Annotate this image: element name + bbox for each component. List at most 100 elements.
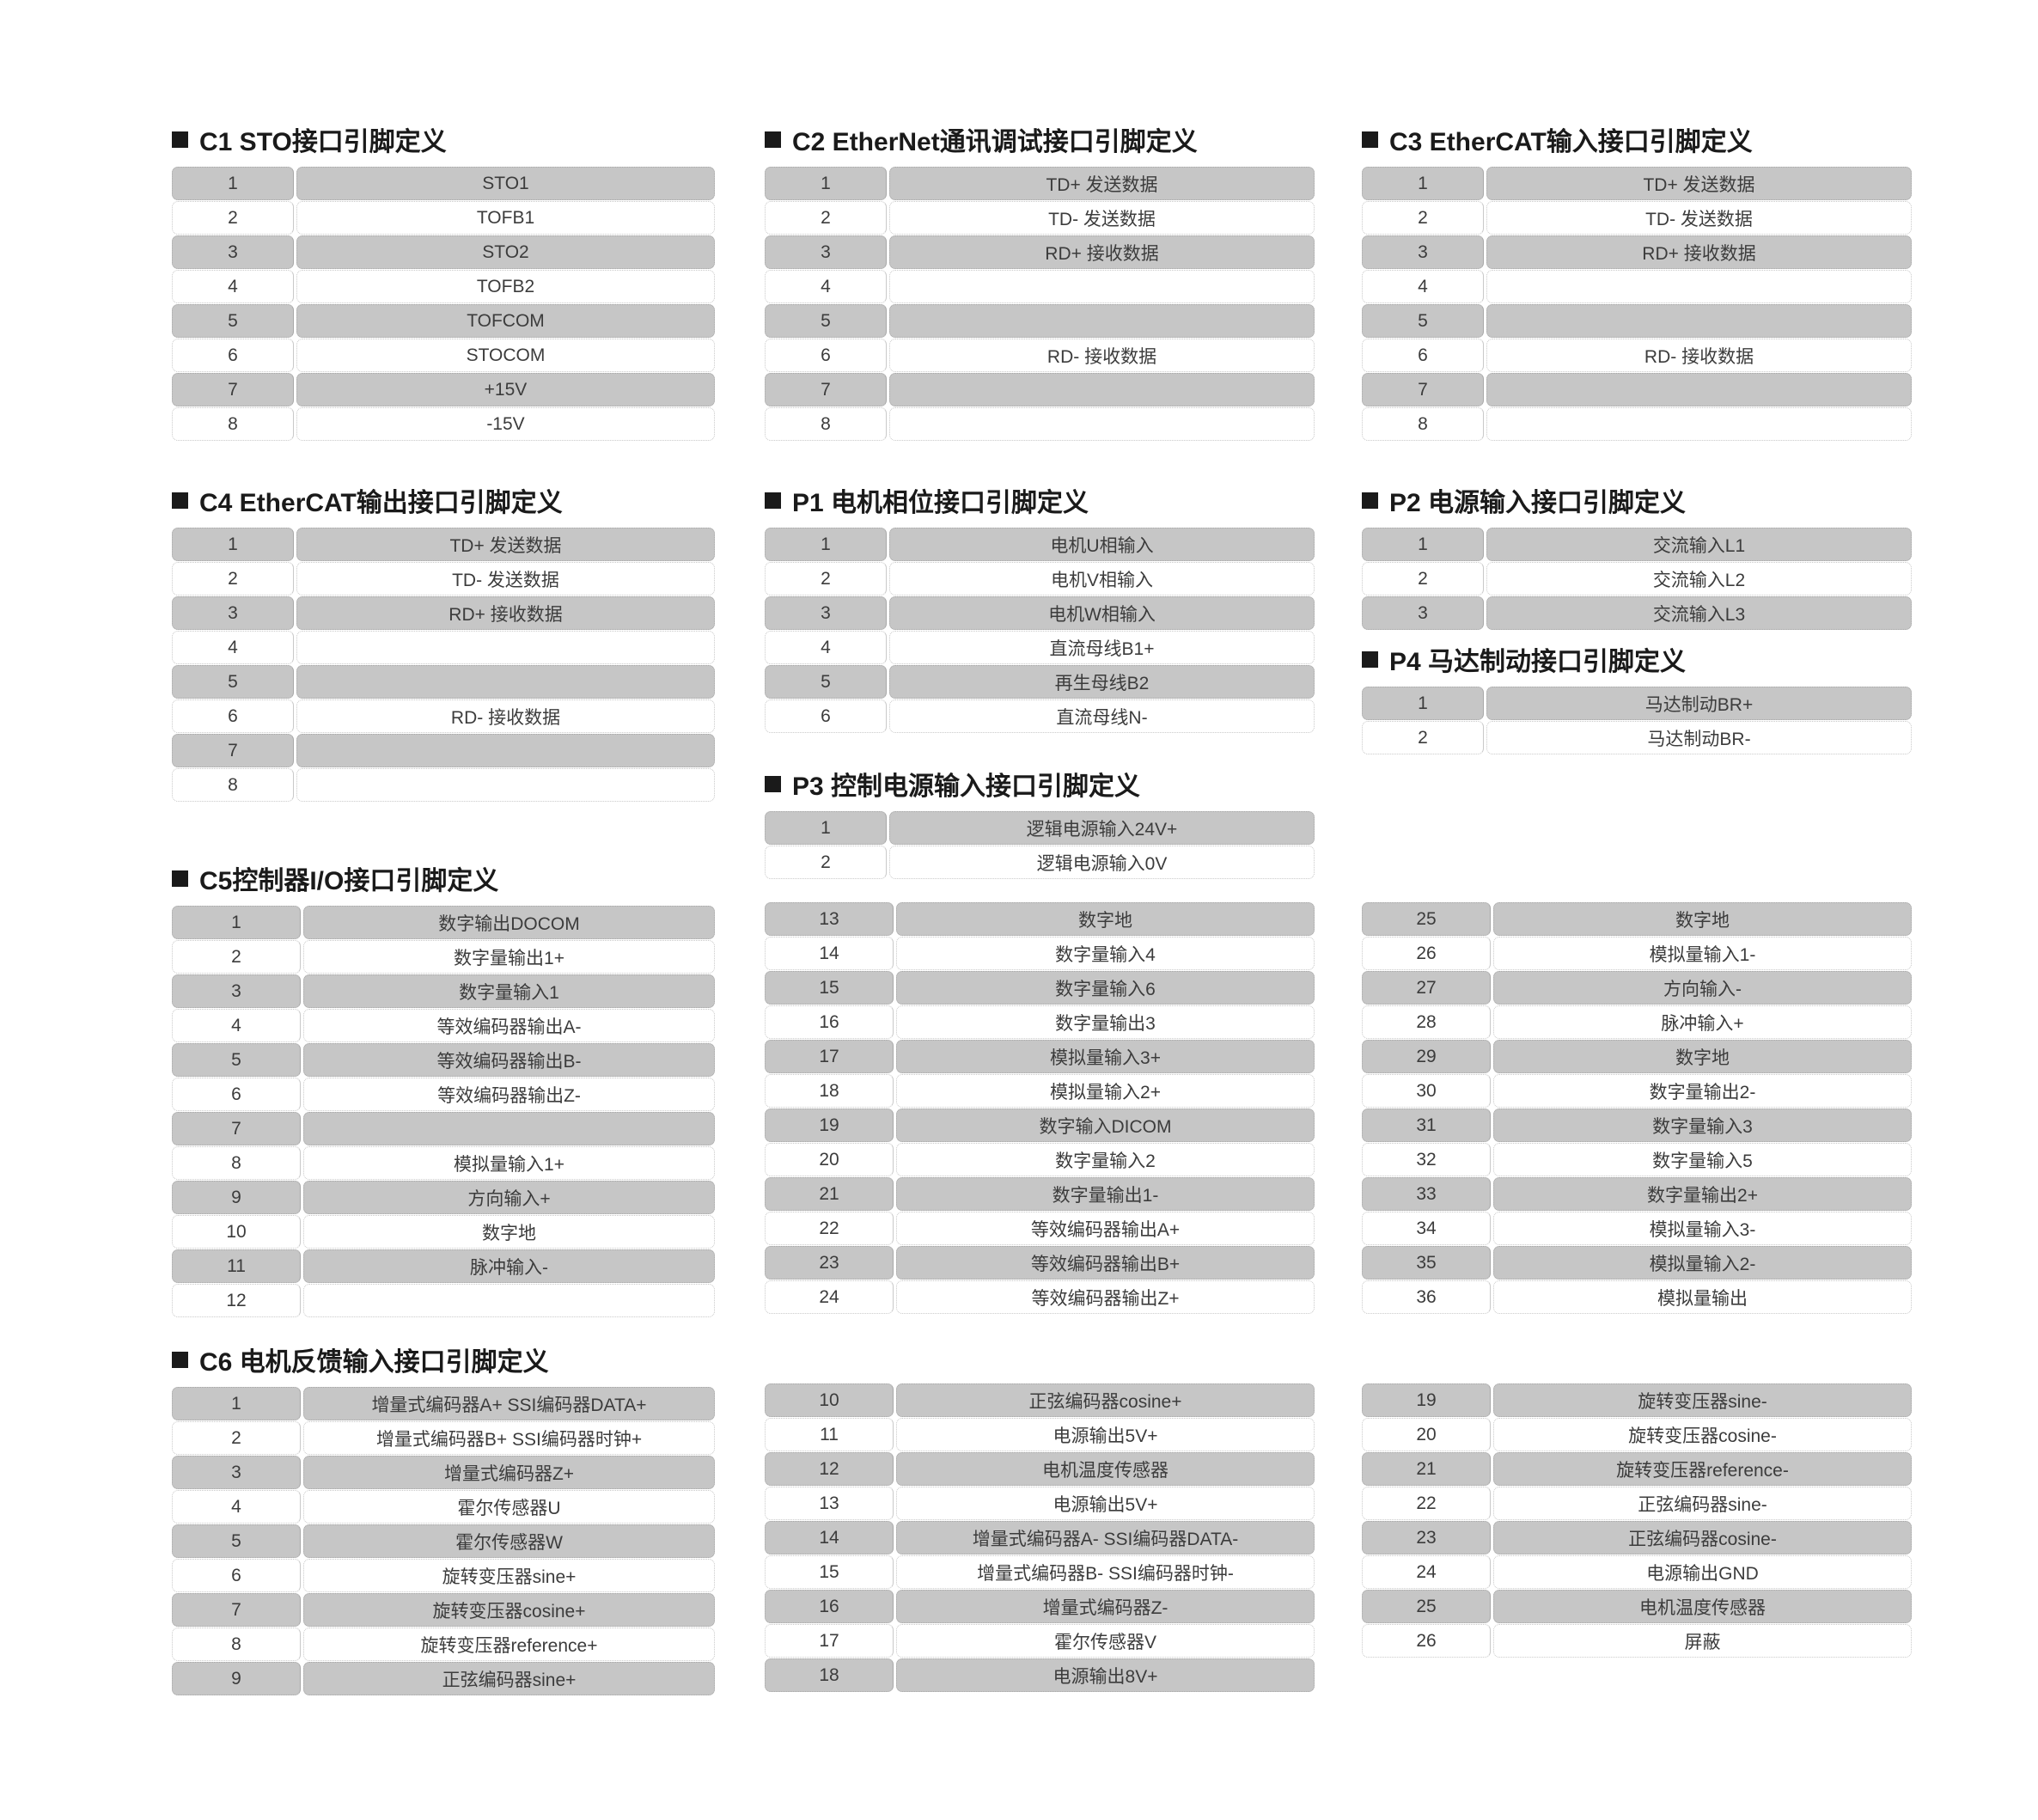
- pin-signal-cell: 旋转变压器sine-: [1493, 1383, 1912, 1417]
- table-row: 35 模拟量输入2-: [1362, 1246, 1912, 1279]
- pin-number-cell: 4: [172, 270, 294, 303]
- table-row: 5 再生母线B2: [765, 665, 1315, 699]
- pin-signal-cell: 马达制动BR+: [1486, 687, 1912, 720]
- pin-number-cell: 6: [172, 339, 294, 372]
- pin-signal-cell: 旋转变压器cosine-: [1493, 1418, 1912, 1451]
- section-c5-col2: 13 数字地 14 数字量输入4 15 数字量输入6 16 数字量输出3 17 模拟量输入3+ 18…: [765, 902, 1315, 1315]
- table-row: 27 方向输入-: [1362, 971, 1912, 1005]
- table-row: 10 正弦编码器cosine+: [765, 1383, 1315, 1417]
- pin-table-c4: 1 TD+ 发送数据 2 TD- 发送数据 3 RD+ 接收数据 4 5 6 RD- 接收数据 7 8: [172, 528, 715, 802]
- pin-number-cell: 1: [765, 528, 887, 561]
- pin-signal-cell: 脉冲输入+: [1493, 1005, 1912, 1039]
- section-title-p1: P1 电机相位接口引脚定义: [765, 481, 1315, 519]
- table-row: 1 TD+ 发送数据: [765, 167, 1315, 200]
- pin-signal-cell: 交流输入L3: [1486, 596, 1912, 630]
- pin-number-cell: 19: [1362, 1383, 1491, 1417]
- table-row: 5 TOFCOM: [172, 304, 715, 338]
- pin-number-cell: 18: [765, 1658, 894, 1692]
- pin-signal-cell: 数字地: [896, 902, 1315, 936]
- pin-table-p2: 1 交流输入L1 2 交流输入L2 3 交流输入L3: [1362, 528, 1912, 630]
- table-row: 2 TD- 发送数据: [172, 562, 715, 595]
- pin-table-c5-col3: 25 数字地 26 模拟量输入1- 27 方向输入- 28 脉冲输入+ 29 数字地 30 数字量输出…: [1362, 902, 1912, 1314]
- pin-number-cell: 17: [765, 1624, 894, 1658]
- pin-signal-cell: 数字量输入2: [896, 1143, 1315, 1176]
- table-row: 6 STOCOM: [172, 339, 715, 372]
- pin-signal-cell: 数字量输出3: [896, 1005, 1315, 1039]
- pin-number-cell: 2: [172, 201, 294, 235]
- pin-number-cell: 1: [1362, 528, 1484, 561]
- pin-signal-cell: 电源输出GND: [1493, 1555, 1912, 1589]
- bullet-square-icon: [1362, 492, 1378, 509]
- section-c6-col3: 19 旋转变压器sine- 20 旋转变压器cosine- 21 旋转变压器referen…: [1362, 1383, 1912, 1658]
- pin-number-cell: 11: [172, 1249, 301, 1283]
- pin-signal-cell: [889, 373, 1315, 406]
- pin-number-cell: 22: [765, 1212, 894, 1245]
- section-c5: C5控制器I/O接口引脚定义 1 数字输出DOCOM 2 数字量输出1+ 3 数字量输入1…: [172, 859, 715, 1318]
- pin-number-cell: 9: [172, 1181, 301, 1214]
- pin-signal-cell: TD- 发送数据: [889, 201, 1315, 235]
- pin-signal-cell: 电机温度传感器: [896, 1452, 1315, 1486]
- section-p2: P2 电源输入接口引脚定义 1 交流输入L1 2 交流输入L2 3 交流输入L3: [1362, 481, 1912, 631]
- table-row: 2 TD- 发送数据: [765, 201, 1315, 235]
- table-row: 12 电机温度传感器: [765, 1452, 1315, 1486]
- table-row: 2 交流输入L2: [1362, 562, 1912, 595]
- table-row: 2 TOFB1: [172, 201, 715, 235]
- table-row: 34 模拟量输入3-: [1362, 1212, 1912, 1245]
- pin-number-cell: 5: [172, 1524, 301, 1558]
- section-title-text: C4 EtherCAT输出接口引脚定义: [199, 489, 563, 517]
- table-row: 20 数字量输入2: [765, 1143, 1315, 1176]
- pin-signal-cell: 正弦编码器sine-: [1493, 1487, 1912, 1520]
- pin-signal-cell: [889, 407, 1315, 441]
- pin-number-cell: 3: [172, 596, 294, 630]
- section-c6: C6 电机反馈输入接口引脚定义 1 增量式编码器A+ SSI编码器DATA+ 2 增量…: [172, 1341, 715, 1696]
- section-title-c6: C6 电机反馈输入接口引脚定义: [172, 1341, 715, 1378]
- pin-signal-cell: 等效编码器输出B+: [896, 1246, 1315, 1279]
- table-row: 3 RD+ 接收数据: [765, 235, 1315, 269]
- bullet-square-icon: [1362, 131, 1378, 148]
- section-c6-col2: 10 正弦编码器cosine+ 11 电源输出5V+ 12 电机温度传感器 13 电源输出5V…: [765, 1383, 1315, 1693]
- pin-number-cell: 8: [172, 768, 294, 802]
- table-row: 8 模拟量输入1+: [172, 1146, 715, 1180]
- section-p3: P3 控制电源输入接口引脚定义 1 逻辑电源输入24V+ 2 逻辑电源输入0V: [765, 765, 1315, 880]
- pin-signal-cell: TOFB2: [296, 270, 715, 303]
- pin-signal-cell: [889, 270, 1315, 303]
- table-row: 19 数字输入DICOM: [765, 1108, 1315, 1142]
- table-row: 15 数字量输入6: [765, 971, 1315, 1005]
- table-row: 3 RD+ 接收数据: [172, 596, 715, 630]
- pin-number-cell: 17: [765, 1040, 894, 1073]
- pin-signal-cell: 增量式编码器A+ SSI编码器DATA+: [303, 1387, 715, 1420]
- table-row: 5: [1362, 304, 1912, 338]
- pin-signal-cell: 模拟量输入1-: [1493, 937, 1912, 970]
- pin-number-cell: 7: [765, 373, 887, 406]
- pin-number-cell: 7: [172, 1593, 301, 1627]
- pin-number-cell: 8: [172, 1146, 301, 1180]
- section-title-p2: P2 电源输入接口引脚定义: [1362, 481, 1912, 519]
- bullet-square-icon: [1362, 650, 1378, 668]
- pin-signal-cell: 数字输出DOCOM: [303, 906, 715, 939]
- pin-signal-cell: 正弦编码器sine+: [303, 1662, 715, 1695]
- pin-number-cell: 4: [765, 631, 887, 664]
- pin-signal-cell: [296, 665, 715, 699]
- table-row: 3 交流输入L3: [1362, 596, 1912, 630]
- pin-number-cell: 14: [765, 1521, 894, 1554]
- table-row: 4 TOFB2: [172, 270, 715, 303]
- table-row: 17 模拟量输入3+: [765, 1040, 1315, 1073]
- table-row: 30 数字量输出2-: [1362, 1074, 1912, 1108]
- pin-signal-cell: 模拟量输入3-: [1493, 1212, 1912, 1245]
- table-row: 36 模拟量输出: [1362, 1280, 1912, 1314]
- pin-signal-cell: 增量式编码器Z+: [303, 1456, 715, 1489]
- table-row: 4 霍尔传感器U: [172, 1490, 715, 1524]
- pin-signal-cell: 数字量输入3: [1493, 1108, 1912, 1142]
- table-row: 5 等效编码器输出B-: [172, 1043, 715, 1077]
- pin-signal-cell: TD+ 发送数据: [1486, 167, 1912, 200]
- pin-signal-cell: RD+ 接收数据: [296, 596, 715, 630]
- pin-number-cell: 13: [765, 1487, 894, 1520]
- pin-signal-cell: 旋转变压器sine+: [303, 1559, 715, 1592]
- pin-number-cell: 26: [1362, 1624, 1491, 1658]
- section-c4: C4 EtherCAT输出接口引脚定义 1 TD+ 发送数据 2 TD- 发送数据 3 R…: [172, 481, 715, 803]
- pin-signal-cell: 数字量输入5: [1493, 1143, 1912, 1176]
- pin-number-cell: 5: [1362, 304, 1484, 338]
- table-row: 6 RD- 接收数据: [1362, 339, 1912, 372]
- pin-number-cell: 2: [1362, 201, 1484, 235]
